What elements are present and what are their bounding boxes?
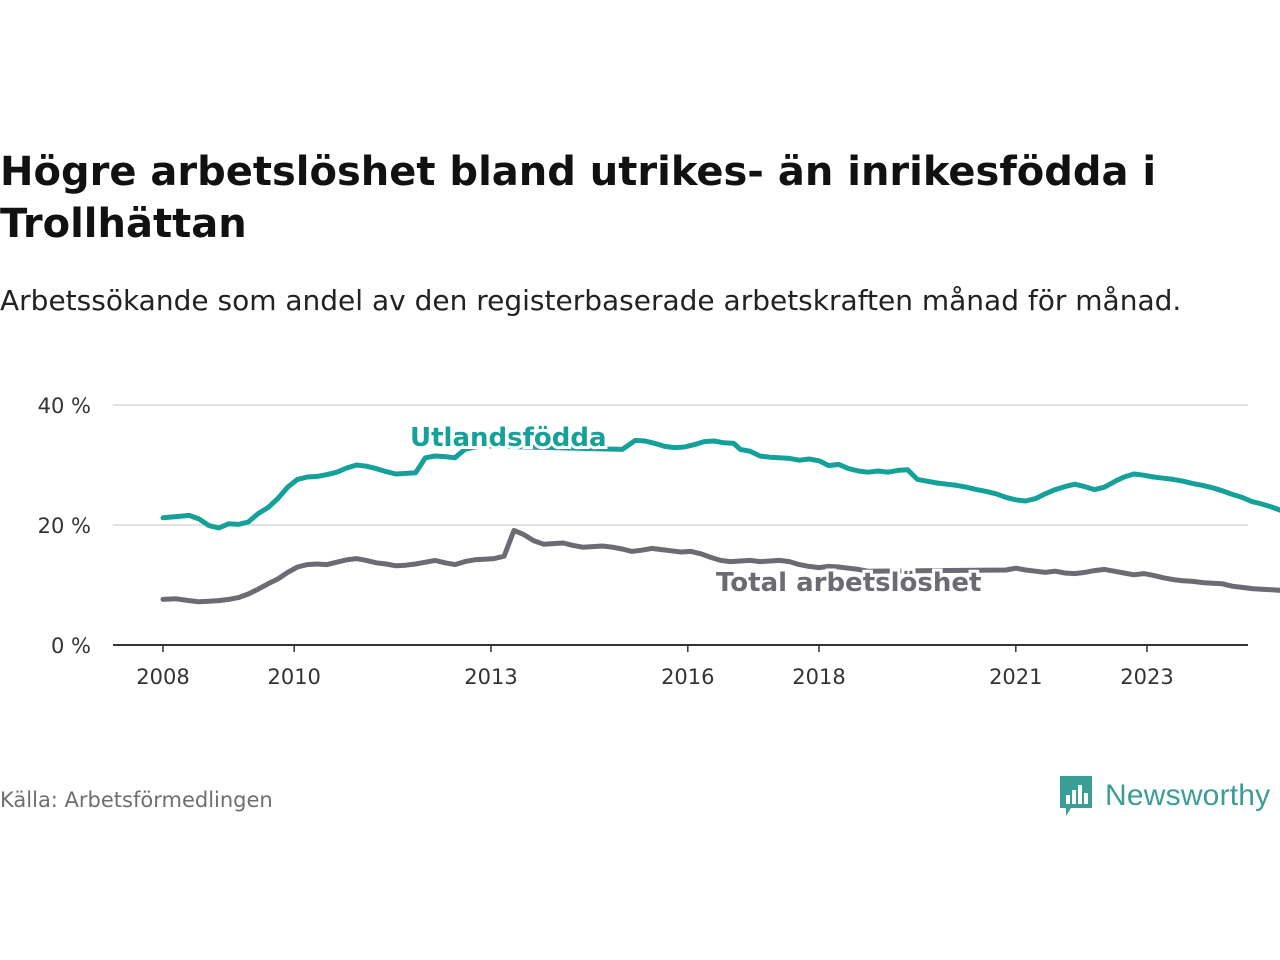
x-tick-label-0: 2008 xyxy=(136,665,189,689)
x-tick-label-5: 2021 xyxy=(989,665,1042,689)
series-lines xyxy=(160,437,1280,605)
x-tick-label-2: 2013 xyxy=(464,665,517,689)
y-tick-label-1: 20 % xyxy=(38,514,91,538)
source-note: Källa: Arbetsförmedlingen xyxy=(0,788,273,812)
y-tick-label-2: 40 % xyxy=(38,394,91,418)
grid-lines xyxy=(113,404,1248,526)
chart-subtitle: Arbetssökande som andel av den registerb… xyxy=(0,284,1182,317)
brand-name: Newsworthy xyxy=(1105,779,1271,812)
x-tick-label-4: 2018 xyxy=(792,665,845,689)
x-tick-label-1: 2010 xyxy=(267,665,320,689)
y-tick-label-0: 0 % xyxy=(51,634,91,658)
series-label-utlandsf-dda: Utlandsfödda xyxy=(410,423,607,453)
newsworthy-logo-icon xyxy=(1060,776,1092,816)
brand-logo[interactable]: Newsworthy xyxy=(1057,772,1270,820)
line-chart: 0 %20 %40 %2008 2010 2013 2016 2018 2021 2023 … xyxy=(38,394,1280,689)
chart-title: Högre arbetslöshet bland utrikes- än inr… xyxy=(0,149,1157,247)
x-tick-label-6: 2023 xyxy=(1120,665,1173,689)
x-tick-label-3: 2016 xyxy=(661,665,714,689)
series-line-utlandsf-dda xyxy=(160,437,1280,531)
series-label-total-arbetsl-shet: Total arbetslöshet xyxy=(716,568,981,598)
series-line-total-arbetsl-shet xyxy=(160,527,1280,605)
axes: 0 % 20 % 40 % 2008 2010 2013 2016 2018 2021 2023 xyxy=(38,394,1248,689)
